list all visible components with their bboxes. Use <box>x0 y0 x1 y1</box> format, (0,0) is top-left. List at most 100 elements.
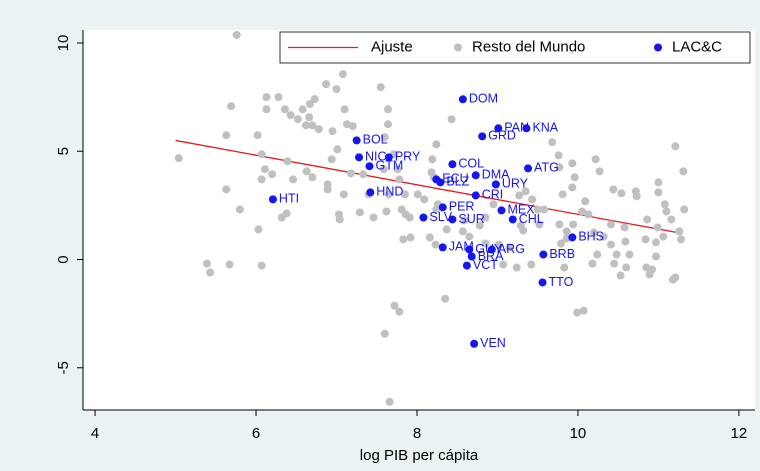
point <box>395 175 404 184</box>
point <box>458 227 467 236</box>
point <box>332 85 341 94</box>
point <box>413 190 422 199</box>
point <box>262 93 271 102</box>
point <box>308 173 317 182</box>
point <box>227 102 236 111</box>
point <box>339 190 348 199</box>
point <box>432 205 441 214</box>
point <box>431 240 440 249</box>
point <box>652 252 661 261</box>
point-label: SUR <box>458 212 484 226</box>
x-tick-label: 8 <box>413 425 421 442</box>
point <box>314 125 323 134</box>
point <box>671 273 680 282</box>
point <box>327 155 336 164</box>
point <box>462 261 471 270</box>
point <box>588 259 597 268</box>
point-label: VCT <box>473 258 498 272</box>
point <box>441 294 450 303</box>
point-label: CHL <box>519 212 544 226</box>
point <box>581 197 590 206</box>
point-label: DMA <box>482 168 510 182</box>
x-tick-label: 4 <box>91 425 99 442</box>
point <box>465 245 474 254</box>
plot-area <box>83 30 755 410</box>
point <box>328 127 337 136</box>
point <box>286 111 295 120</box>
point <box>174 154 183 163</box>
point <box>524 164 533 173</box>
point <box>680 205 689 214</box>
point <box>359 170 368 179</box>
point <box>481 239 490 248</box>
point <box>675 227 684 236</box>
point <box>385 397 394 406</box>
legend-label: LAC&C <box>672 38 722 55</box>
point <box>393 165 402 174</box>
point <box>475 221 484 230</box>
point <box>508 215 517 224</box>
point <box>570 173 579 182</box>
point <box>448 215 457 224</box>
point <box>384 120 393 129</box>
point <box>406 233 415 242</box>
point <box>334 210 343 219</box>
legend-label: Resto del Mundo <box>472 38 585 55</box>
point <box>333 145 342 154</box>
point-label: ARG <box>498 242 525 256</box>
point-label: ECU <box>442 172 468 186</box>
point-label: BHS <box>578 230 604 244</box>
point <box>662 207 671 216</box>
point-label: HND <box>376 185 403 199</box>
point <box>478 132 487 141</box>
point <box>538 278 547 287</box>
point <box>652 238 661 247</box>
point-label: PRY <box>395 150 421 164</box>
point <box>298 105 307 114</box>
point-label: SLV <box>429 210 452 224</box>
point <box>679 167 688 176</box>
point-label: BOL <box>363 133 388 147</box>
point <box>568 183 577 192</box>
y-tick-label: 5 <box>55 147 72 155</box>
point <box>612 250 621 259</box>
point <box>257 261 266 270</box>
point <box>491 180 500 189</box>
point <box>641 235 650 244</box>
point <box>400 190 409 199</box>
point <box>425 233 434 242</box>
point <box>432 140 441 149</box>
point-label: HTI <box>279 192 299 206</box>
point-label: COL <box>458 157 484 171</box>
x-tick-label: 10 <box>570 425 587 442</box>
point <box>283 157 292 166</box>
point <box>555 220 564 229</box>
point <box>355 153 364 162</box>
point <box>470 339 479 348</box>
point <box>225 260 234 269</box>
point <box>310 95 319 104</box>
point <box>515 191 524 200</box>
point <box>494 124 503 133</box>
point <box>584 210 593 219</box>
point <box>305 100 314 109</box>
point <box>365 162 374 171</box>
point-label: KNA <box>532 121 558 135</box>
point <box>539 250 548 259</box>
point <box>253 131 262 140</box>
point <box>621 237 630 246</box>
point <box>481 213 490 222</box>
point <box>380 133 389 142</box>
point <box>620 223 629 232</box>
point <box>254 225 263 234</box>
point <box>645 270 654 279</box>
point <box>591 155 600 164</box>
point-label: DOM <box>469 92 498 106</box>
point <box>617 189 626 198</box>
point <box>590 228 599 237</box>
point <box>676 235 685 244</box>
point <box>366 188 375 197</box>
point <box>599 232 608 241</box>
point <box>235 205 244 214</box>
